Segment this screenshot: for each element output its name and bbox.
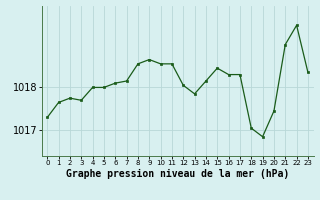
X-axis label: Graphe pression niveau de la mer (hPa): Graphe pression niveau de la mer (hPa) [66, 169, 289, 179]
